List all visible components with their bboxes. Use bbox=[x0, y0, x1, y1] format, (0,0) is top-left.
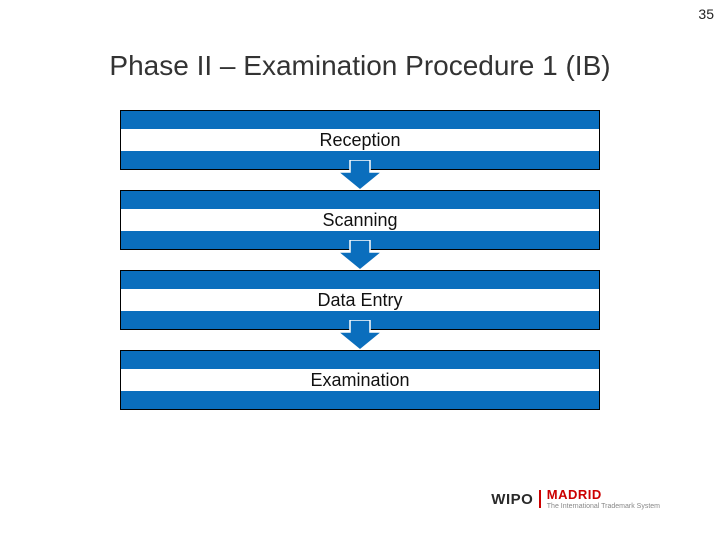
slide: 35 Phase II – Examination Procedure 1 (I… bbox=[0, 0, 720, 540]
step-band-top bbox=[121, 191, 599, 209]
logo-divider bbox=[539, 490, 541, 508]
down-arrow-icon bbox=[338, 160, 382, 190]
page-number: 35 bbox=[698, 6, 714, 22]
step-band-top bbox=[121, 111, 599, 129]
madrid-logo-text: MADRID bbox=[547, 488, 660, 501]
step-box-examination: Examination bbox=[120, 350, 600, 410]
step-band-bottom bbox=[121, 391, 599, 409]
down-arrow-icon bbox=[338, 240, 382, 270]
logo-tagline: The International Trademark System bbox=[547, 503, 660, 510]
down-arrow-icon bbox=[338, 320, 382, 350]
step-band-top bbox=[121, 271, 599, 289]
wipo-logo-text: WIPO bbox=[491, 491, 533, 508]
step-label: Examination bbox=[304, 370, 415, 391]
slide-title: Phase II – Examination Procedure 1 (IB) bbox=[0, 50, 720, 82]
step-label: Reception bbox=[313, 130, 406, 151]
step-band-top bbox=[121, 351, 599, 369]
footer-logo: WIPO MADRID The International Trademark … bbox=[491, 488, 660, 510]
step-label: Data Entry bbox=[311, 290, 408, 311]
flow-step: Examination bbox=[120, 350, 600, 410]
madrid-block: MADRID The International Trademark Syste… bbox=[547, 488, 660, 510]
step-label: Scanning bbox=[316, 210, 403, 231]
process-flow: Reception Scanning Data Entry bbox=[120, 110, 600, 410]
flow-arrow bbox=[120, 330, 600, 350]
flow-arrow bbox=[120, 250, 600, 270]
flow-arrow bbox=[120, 170, 600, 190]
